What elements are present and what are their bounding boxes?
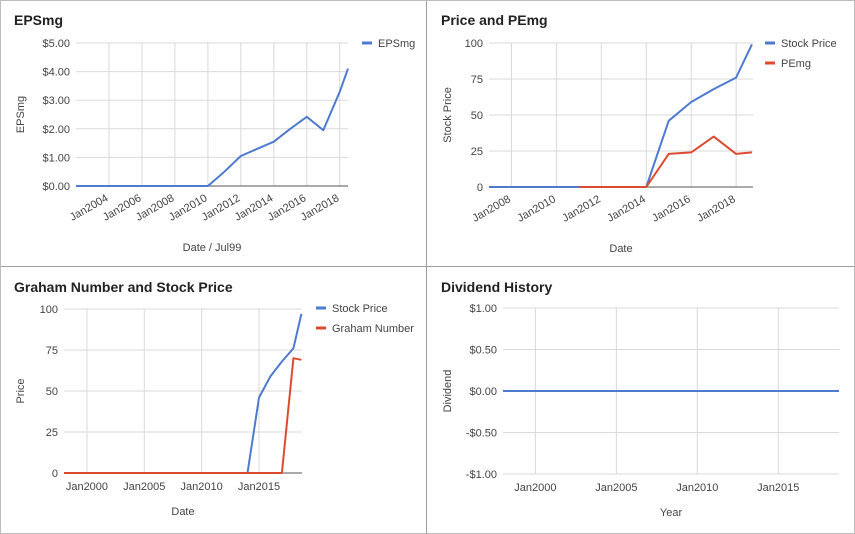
y-tick-label: 25 (471, 146, 483, 158)
x-tick-label: Jan2015 (757, 482, 799, 494)
y-tick-label: $4.00 (42, 67, 70, 79)
legend-label: EPSmg (378, 38, 415, 50)
legend-label: PEmg (781, 58, 811, 70)
y-tick-label: $1.00 (42, 152, 70, 164)
chart-panel-dividend: Dividend History -$1.00 -$0.50 $0.00 $0.50 $… (427, 267, 855, 534)
series-line-1 (64, 357, 302, 474)
y-tick-label: $2.00 (42, 124, 70, 136)
dividend-chart: -$1.00 -$0.50 $0.00 $0.50 $1.00 Jan2000 Jan200… (442, 303, 839, 519)
y-axis-title: EPSmg (15, 96, 27, 133)
x-axis-title: Date / Jul99 (183, 242, 242, 254)
y-tick-label: -$0.50 (466, 428, 497, 440)
y-tick-label: $0.00 (42, 181, 70, 193)
y-tick-label: 100 (40, 304, 58, 316)
x-tick-label: Jan2008 (470, 193, 513, 225)
y-axis-title: Stock Price (442, 87, 454, 143)
x-tick-label: Jan2005 (595, 482, 637, 494)
x-tick-label: Jan2010 (676, 482, 718, 494)
y-tick-label: 25 (46, 427, 58, 439)
x-tick-label: Jan2018 (299, 192, 342, 224)
x-tick-label: Jan2005 (123, 481, 165, 493)
x-axis-title: Date (609, 243, 632, 255)
chart-title: Price and PEmg (441, 12, 548, 28)
legend-label: Graham Number (332, 323, 414, 335)
x-tick-label: Jan2016 (650, 193, 693, 225)
panel-divider-vertical (426, 0, 427, 534)
y-axis-title: Price (15, 378, 27, 403)
chart-panel-eps: EPSmg $0.00 $1.00 $2.00 $3.00 $4.00 $5.00 Jan2… (0, 0, 426, 266)
y-tick-label: 100 (465, 38, 483, 50)
eps-chart: $0.00$1.00$2.00$3.00$4.00$5.00Jan2004Jan… (15, 38, 415, 254)
y-tick-label: 0 (477, 182, 483, 194)
x-tick-label: Jan2014 (605, 193, 648, 225)
y-tick-label: $0.50 (469, 345, 497, 357)
x-tick-label: Jan2012 (560, 193, 603, 225)
y-tick-label: 75 (46, 345, 58, 357)
y-tick-label: 50 (46, 386, 58, 398)
y-axis-title: Dividend (442, 370, 454, 413)
y-tick-label: $1.00 (469, 303, 497, 315)
graham-chart: 0 25 50 75 100 Jan2000 Jan2005 Jan2010 Jan2015 Da… (15, 303, 414, 518)
series-line-0 (76, 68, 349, 187)
chart-panel-price-pe: Price and PEmg 0 25 50 75 100 Jan2008 Jan2010 J… (427, 0, 855, 266)
x-tick-label: Jan2000 (66, 481, 108, 493)
x-tick-label: Jan2010 (181, 481, 223, 493)
x-tick-label: Jan2010 (515, 193, 558, 225)
x-tick-label: Jan2015 (238, 481, 280, 493)
x-tick-label: Jan2018 (695, 193, 738, 225)
series-line-0 (489, 43, 753, 188)
y-tick-label: 50 (471, 110, 483, 122)
y-tick-label: 75 (471, 74, 483, 86)
legend-label: Stock Price (781, 38, 837, 50)
y-tick-label: $3.00 (42, 95, 70, 107)
legend-label: Stock Price (332, 303, 388, 315)
chart-title: Graham Number and Stock Price (14, 279, 233, 295)
x-axis-title: Year (660, 507, 683, 519)
x-axis-title: Date (171, 506, 194, 518)
series-line-1 (578, 135, 752, 188)
chart-panel-graham: Graham Number and Stock Price 0 25 50 75 100… (0, 267, 426, 534)
y-tick-label: $0.00 (469, 386, 497, 398)
chart-title: Dividend History (441, 279, 553, 295)
chart-title: EPSmg (14, 12, 64, 28)
y-tick-label: $5.00 (42, 38, 70, 50)
y-tick-label: 0 (52, 468, 58, 480)
y-tick-label: -$1.00 (466, 469, 497, 481)
series-line-0 (64, 313, 303, 474)
x-tick-label: Jan2000 (514, 482, 556, 494)
panel-divider-horizontal (0, 266, 855, 267)
